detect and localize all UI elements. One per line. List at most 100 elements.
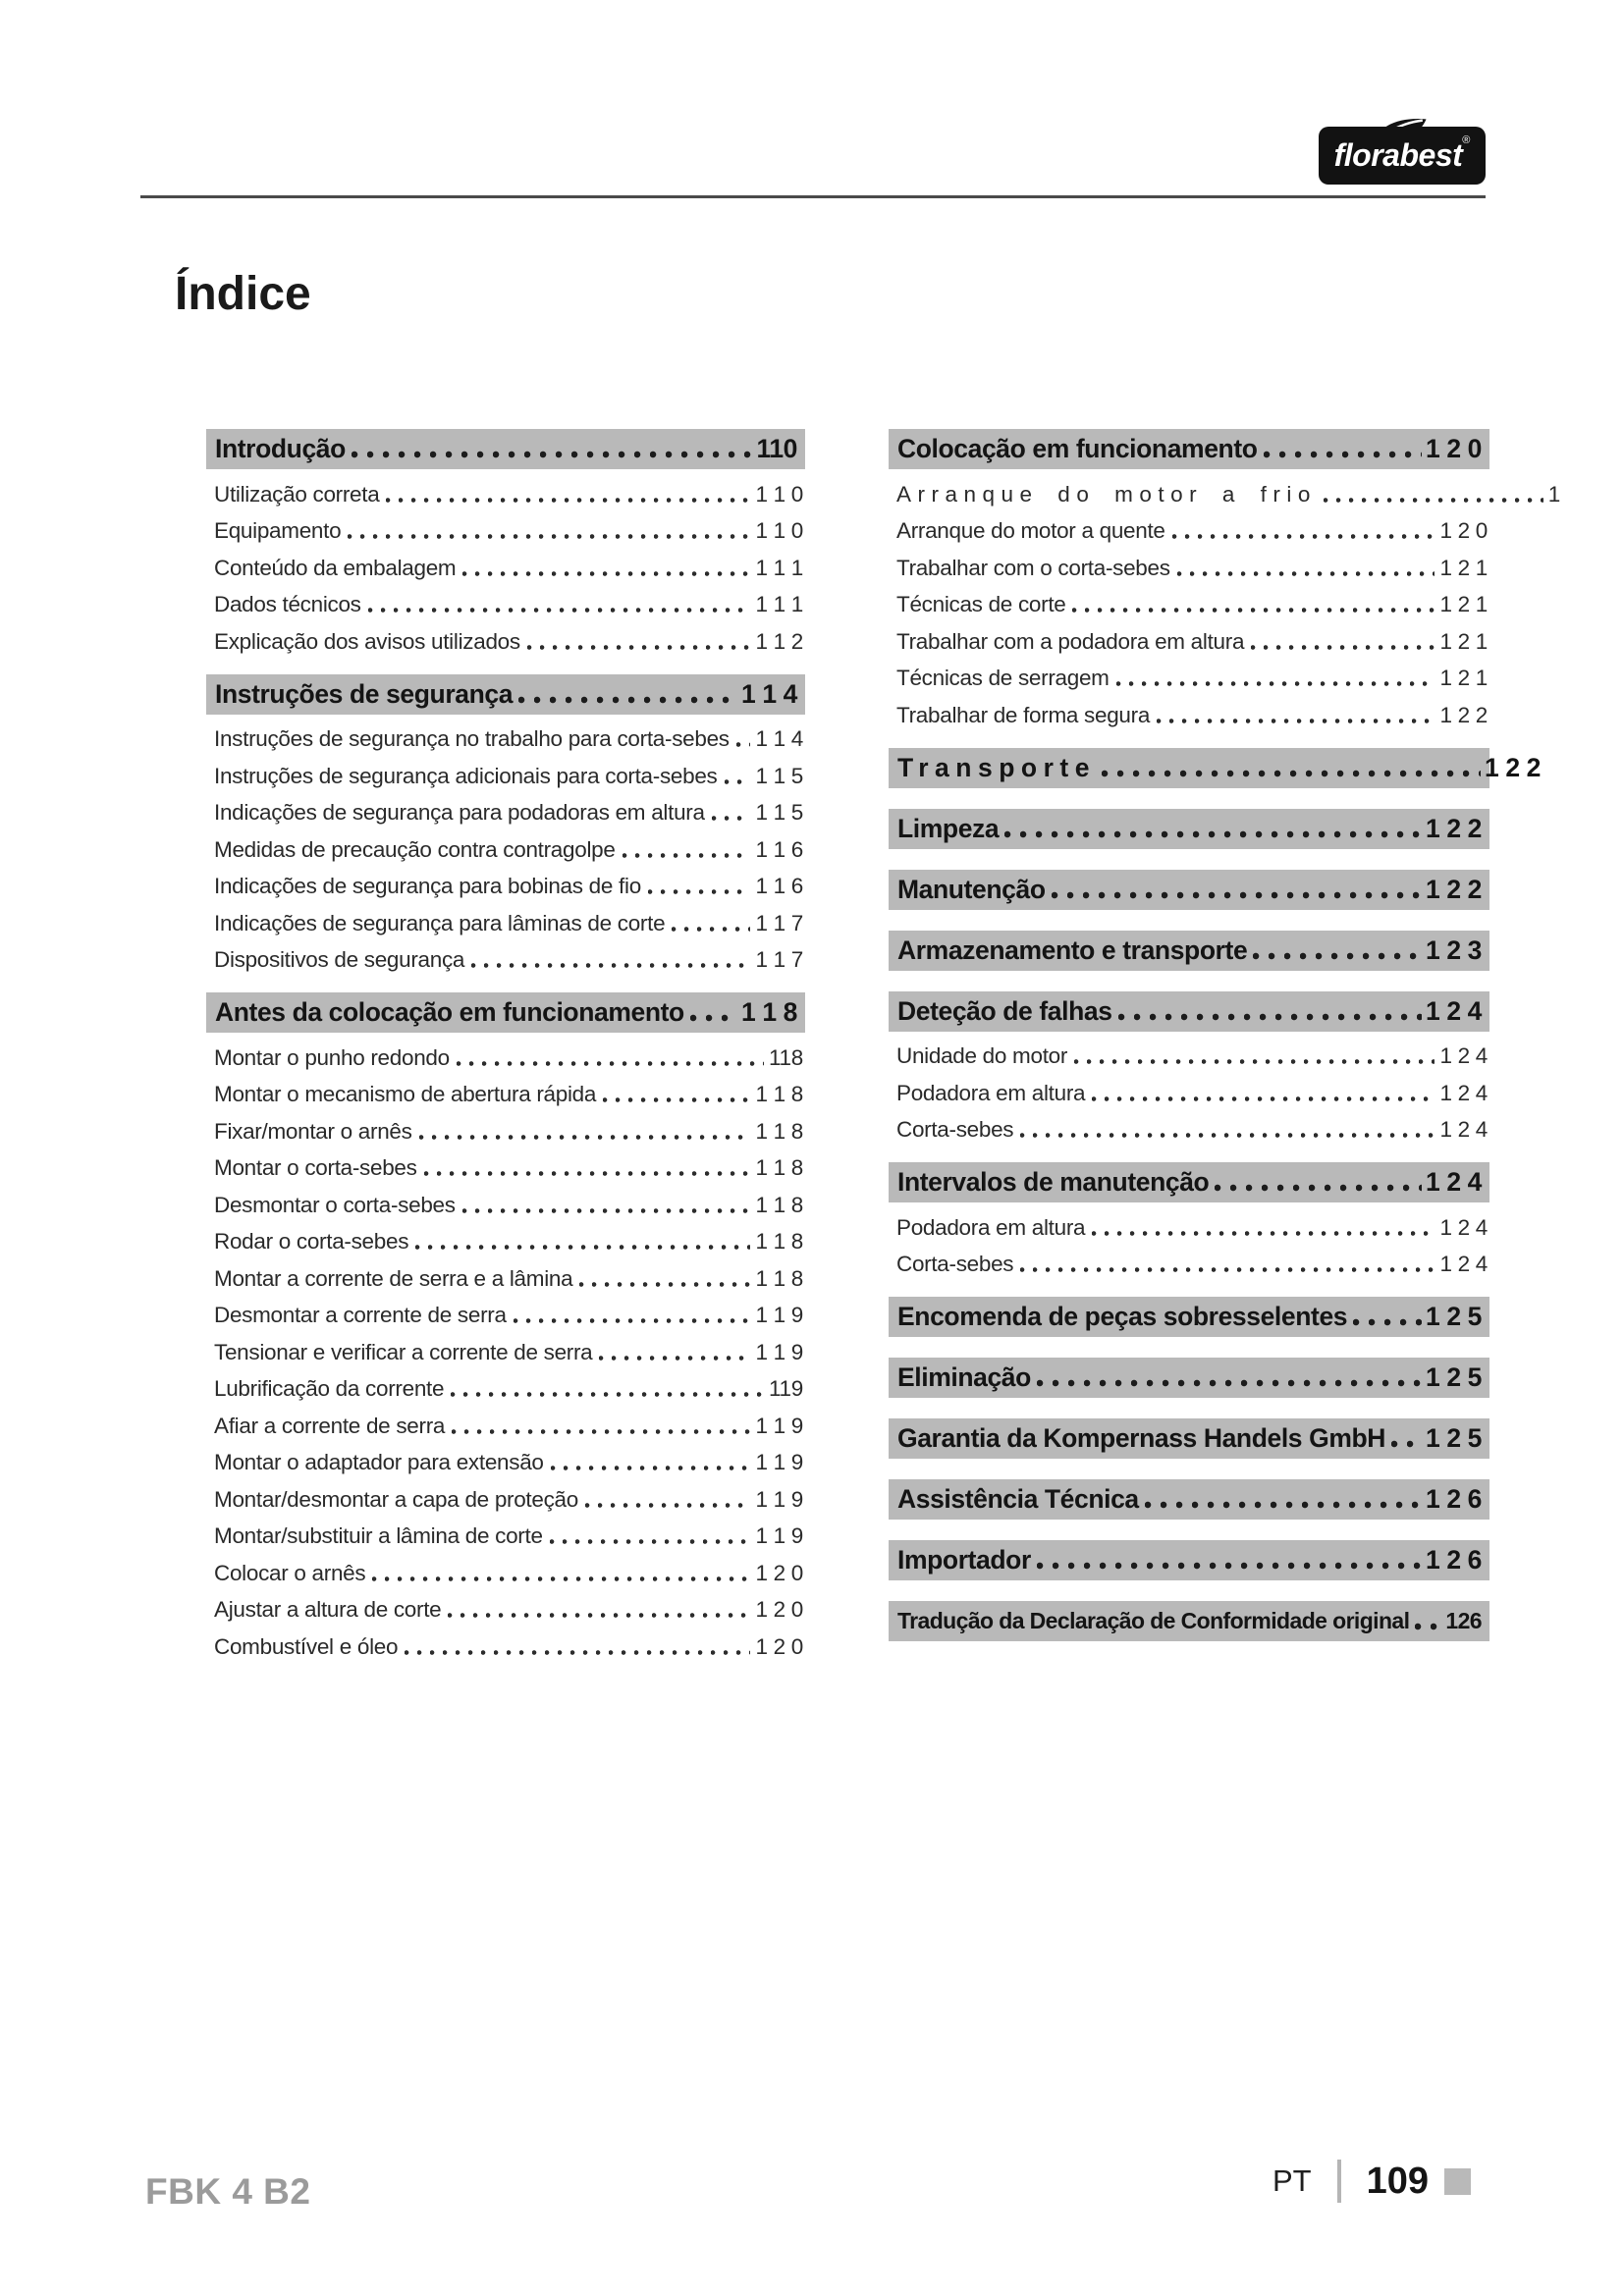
dot-leader (351, 451, 753, 459)
toc-item-label: Rodar o corta-sebes (214, 1229, 409, 1255)
toc-page-number: 1 1 8 (755, 1118, 803, 1144)
toc-section-header: Antes da colocação em funcionamento 1 1 8 (206, 992, 805, 1033)
toc-section-header: Eliminação 1 2 5 (889, 1358, 1489, 1398)
dot-leader (1117, 1012, 1423, 1022)
toc-entry: Arranque do motor a quente 1 2 0 (889, 513, 1489, 551)
toc-section-header: Colocação em funcionamento 1 2 0 (889, 429, 1489, 469)
toc-section-header: Intervalos de manutenção 1 2 4 (889, 1162, 1489, 1202)
brand-name: florabest (1333, 137, 1463, 173)
toc-item-label: Medidas de precaução contra contragolpe (214, 836, 616, 862)
dot-leader (1251, 643, 1435, 652)
toc-entry: Afiar a corrente de serra 1 1 9 (206, 1408, 805, 1445)
toc-page-number: 1 2 5 (1426, 1362, 1482, 1392)
dot-leader (1051, 890, 1423, 900)
dot-leader (1415, 1623, 1442, 1631)
brand-wordmark-box: florabest ® (1319, 127, 1486, 185)
toc-section-header: Assistência Técnica 1 2 6 (889, 1479, 1489, 1520)
dot-leader (372, 1575, 751, 1583)
toc-item-label: Colocação em funcionamento (897, 434, 1258, 463)
toc-page-number: 1 2 6 (1426, 1545, 1482, 1575)
toc-page-number: 1 1 9 (755, 1486, 803, 1512)
toc-entry: Lubrificação da corrente 119 (206, 1371, 805, 1409)
toc-item-label: Intervalos de manutenção (897, 1167, 1210, 1197)
toc-item-label: Introdução (215, 434, 346, 463)
dot-leader (518, 695, 738, 705)
toc-item-label: Garantia da Kompernass Handels GmbH (897, 1423, 1386, 1453)
dot-leader (1353, 1318, 1423, 1327)
toc-item-label: Trabalhar com o corta-sebes (896, 555, 1170, 580)
toc-page-number: 1 2 5 (1426, 1423, 1482, 1453)
toc-entry: Indicações de segurança para bobinas de … (206, 869, 805, 906)
dot-leader (550, 1465, 751, 1472)
toc-entry: Instruções de segurança adicionais para … (206, 758, 805, 795)
toc-item-label: Explicação dos avisos utilizados (214, 628, 520, 654)
toc-item-label: Afiar a corrente de serra (214, 1413, 446, 1438)
toc-item-label: Colocar o arnês (214, 1560, 366, 1585)
toc-item-label: Instruções de segurança adicionais para … (214, 763, 718, 788)
dot-leader (1020, 1266, 1435, 1274)
toc-item-label: Transporte (897, 752, 1096, 782)
toc-page-number: 1 1 4 (755, 726, 803, 752)
dot-leader (423, 1170, 751, 1178)
toc-item-label: Antes da colocação em funcionamento (215, 997, 684, 1027)
toc-entry: Montar o corta-sebes 1 1 8 (206, 1150, 805, 1188)
toc-page-number: 1 2 1 (1439, 666, 1488, 691)
toc-entry: Tensionar e verificar a corrente de serr… (206, 1334, 805, 1371)
toc-page-number: 1 2 2 (1426, 874, 1482, 904)
dot-leader (415, 1244, 751, 1252)
dot-leader (579, 1280, 751, 1289)
toc-item-label: Desmontar o corta-sebes (214, 1192, 456, 1217)
toc-entry: Montar o adaptador para extensão 1 1 9 (206, 1445, 805, 1482)
toc-item-label: Conteúdo da embalagem (214, 555, 457, 580)
toc-item-label: Indicações de segurança para bobinas de … (214, 874, 641, 899)
toc-entry: Trabalhar com a podadora em altura 1 2 1 (889, 623, 1489, 661)
toc-page-number: 1 1 9 (755, 1523, 803, 1549)
toc-entry: Montar a corrente de serra e a lâmina 1 1… (206, 1260, 805, 1298)
toc-section-header: Encomenda de peças sobresselentes 1 2 5 (889, 1297, 1489, 1337)
toc-page-number: 1 2 5 (1426, 1302, 1482, 1331)
dot-leader (513, 1317, 751, 1325)
toc-page-number: 1 1 8 (755, 1229, 803, 1255)
toc-page-number: 1 2 4 (1439, 1043, 1488, 1069)
toc-section-header: Importador 1 2 6 (889, 1540, 1489, 1580)
toc-page-number: 1 2 2 (1439, 702, 1488, 727)
dot-leader (526, 643, 751, 652)
toc-entry: Indicações de segurança para podadoras e… (206, 795, 805, 832)
toc-item-label: Dados técnicos (214, 592, 361, 617)
toc-section-header: Armazenamento e transporte 1 2 3 (889, 930, 1489, 971)
footer-language: PT (1272, 2163, 1312, 2198)
toc-page-number: 1 2 0 (1439, 518, 1488, 544)
toc-page-number: 1 2 0 (755, 1560, 803, 1585)
toc-entry: Combustível e óleo 1 2 0 (206, 1629, 805, 1666)
dot-leader (1176, 569, 1435, 578)
toc-entry: Montar o mecanismo de abertura rápida 1 1… (206, 1077, 805, 1114)
dot-leader (1092, 1095, 1435, 1103)
toc-entry: Unidade do motor 1 2 4 (889, 1039, 1489, 1076)
toc-item-label: Técnicas de serragem (896, 666, 1110, 691)
toc-item-label: Ajustar a altura de corte (214, 1597, 442, 1623)
toc-page-number: 1 2 4 (1439, 1214, 1488, 1240)
toc-section-header: Deteção de falhas 1 2 4 (889, 990, 1489, 1032)
toc-item-label: Corta-sebes (896, 1117, 1014, 1143)
toc-item-label: Instruções de segurança no trabalho para… (214, 726, 730, 752)
toc-page-number: 1 1 7 (755, 910, 803, 935)
dot-leader (1171, 533, 1435, 541)
toc-page-number: 1 2 4 (1426, 1167, 1482, 1197)
dot-leader (1092, 1229, 1435, 1238)
toc-page-number: 1 1 2 (755, 628, 803, 654)
toc-right-column: Colocação em funcionamento 1 2 0 Arranque … (889, 429, 1560, 1648)
footer-end-square-icon (1444, 2167, 1472, 2195)
dot-leader (451, 1391, 765, 1399)
toc-page-number: 119 (769, 1376, 803, 1402)
toc-entry: Instruções de segurança no trabalho para… (206, 721, 805, 759)
toc-entry: Dados técnicos 1 1 1 (206, 587, 805, 624)
toc-item-label: Podadora em altura (896, 1080, 1086, 1105)
toc-section-header: Tradução da Declaração de Conformidade o… (889, 1601, 1489, 1641)
toc-page-number: 1 2 2 (1426, 813, 1482, 843)
toc-entry: Montar/substituir a lâmina de corte 1 1 9 (206, 1519, 805, 1556)
dot-leader (448, 1612, 751, 1620)
dot-leader (348, 533, 751, 541)
toc-item-label: Equipamento (214, 518, 342, 544)
toc-item-label: Eliminação (897, 1362, 1031, 1392)
